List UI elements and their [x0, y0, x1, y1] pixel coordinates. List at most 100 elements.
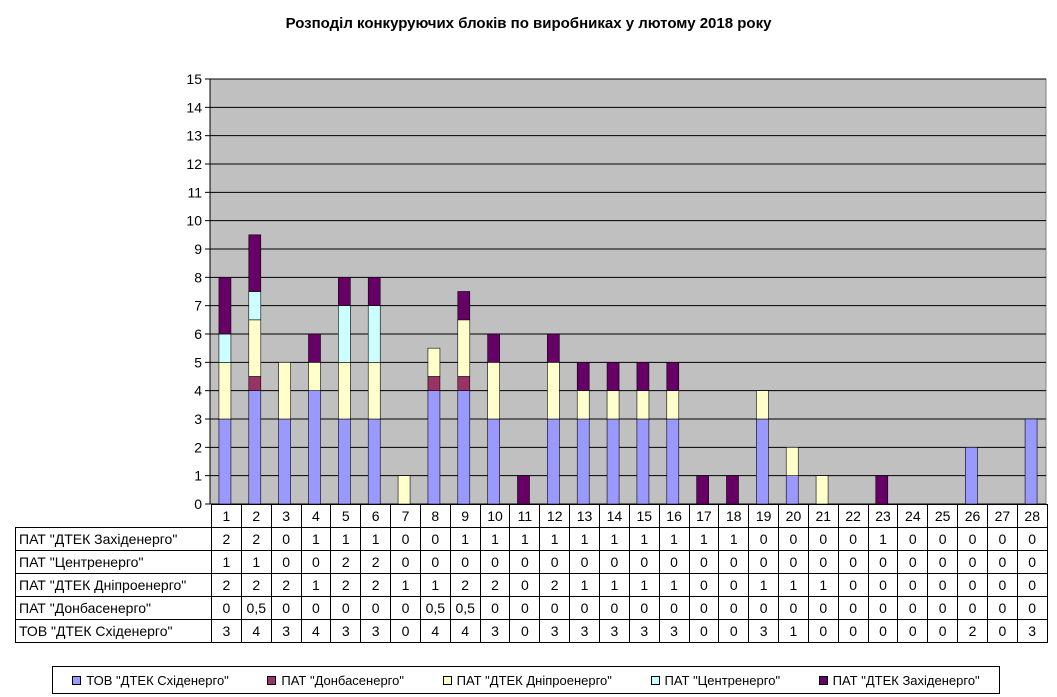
- x-tick-label: 14: [598, 504, 630, 528]
- x-tick-label: 22: [837, 504, 869, 528]
- data-label: 3: [1016, 619, 1048, 643]
- data-label: 1: [718, 527, 750, 551]
- bar-segment-1-19: [756, 418, 769, 505]
- bar-segment-4-1: [218, 333, 232, 363]
- bar-segment-3-8: [427, 347, 441, 377]
- bar-segment-3-21: [815, 475, 829, 505]
- data-label: 3: [211, 619, 242, 643]
- data-label: 2: [240, 573, 272, 597]
- data-label: 0: [748, 527, 780, 551]
- bar-segment-1-14: [606, 418, 620, 505]
- table-corner: [15, 504, 212, 528]
- bar-segment-2-2: [248, 376, 262, 391]
- data-label: 1: [360, 527, 392, 551]
- y-tick-label: 3: [194, 411, 202, 427]
- data-label: 0: [867, 596, 899, 620]
- data-label: 1: [479, 527, 511, 551]
- data-label: 0: [658, 550, 690, 574]
- table-row-label: ПАТ "Донбасенерго": [15, 596, 212, 620]
- y-tick-label: 15: [186, 71, 202, 87]
- data-label: 0: [897, 573, 929, 597]
- bar-segment-5-6: [367, 277, 381, 306]
- data-label: 3: [479, 619, 511, 643]
- bar-segment-1-13: [576, 418, 590, 505]
- data-label: 0: [718, 550, 750, 574]
- bar-segment-1-9: [457, 390, 471, 505]
- data-label: 2: [479, 573, 511, 597]
- table-row: ПАТ "ДТЕК Західенерго" 2 2 0 1 1 1 0 0 1 1 1 1 1 1 1 1 1 1…: [15, 527, 1048, 551]
- table-row-label-text: ПАТ "Центренерго": [19, 554, 144, 570]
- bar-segment-1-5: [338, 418, 351, 505]
- table-row-label: ПАТ "ДТЕК Дніпроенерго": [15, 573, 212, 597]
- legend-label: ПАТ "Донбасенерго": [281, 672, 404, 688]
- data-label: 2: [360, 573, 392, 597]
- data-label: 0: [688, 550, 720, 574]
- data-label: 1: [778, 573, 809, 597]
- data-label: 0: [1016, 550, 1048, 574]
- x-tick-label: 8: [419, 504, 451, 528]
- data-label: 1: [509, 527, 541, 551]
- data-label: 1: [539, 527, 571, 551]
- bar-segment-1-26: [965, 447, 978, 505]
- table-row-label-text: ТОВ "ДТЕК Східенерго": [19, 623, 173, 639]
- data-label: 0: [449, 550, 481, 574]
- bar-segment-1-8: [427, 390, 441, 505]
- data-label: 0: [986, 619, 1018, 643]
- data-label: 1: [658, 573, 690, 597]
- data-label: 0: [897, 619, 929, 643]
- bar-segment-5-12: [547, 333, 560, 363]
- bar-segment-1-3: [278, 418, 291, 505]
- data-label: 0: [658, 596, 690, 620]
- y-tick-label: 7: [194, 298, 202, 314]
- bar-segment-1-12: [547, 418, 560, 505]
- data-label: 2: [240, 527, 272, 551]
- data-label: 0: [628, 550, 660, 574]
- legend-item: ПАТ "Донбасенерго": [267, 673, 404, 688]
- data-label: 0: [778, 527, 809, 551]
- x-tick-label: 28: [1016, 504, 1048, 528]
- table-row-label: ПАТ "Центренерго": [15, 550, 212, 574]
- data-label: 0: [986, 527, 1018, 551]
- y-tick-label: 8: [194, 269, 202, 285]
- x-tick-label: 13: [569, 504, 600, 528]
- y-tick-label: 12: [186, 156, 202, 172]
- legend-swatch: [818, 675, 828, 685]
- data-label: 3: [360, 619, 392, 643]
- data-label: 0: [539, 550, 571, 574]
- bar-segment-3-5: [338, 362, 351, 420]
- data-label: 2: [330, 550, 362, 574]
- data-label: 0: [897, 596, 929, 620]
- data-label: 0: [390, 550, 421, 574]
- data-label: 1: [628, 527, 660, 551]
- data-label: 0: [867, 550, 899, 574]
- data-label: 0: [957, 596, 988, 620]
- data-label: 0: [539, 596, 571, 620]
- data-label: 3: [569, 619, 600, 643]
- data-label: 0: [897, 550, 929, 574]
- x-tick-label: 18: [718, 504, 750, 528]
- x-tick-label: 3: [270, 504, 302, 528]
- data-label: 0: [270, 596, 302, 620]
- x-tick-label: 2: [240, 504, 272, 528]
- x-tick-label: 15: [628, 504, 660, 528]
- data-label: 0: [1016, 527, 1048, 551]
- data-label: 0: [688, 573, 720, 597]
- bar-segment-3-16: [666, 390, 680, 420]
- data-label: 0: [986, 550, 1018, 574]
- data-label: 0: [718, 596, 750, 620]
- data-label: 0: [688, 619, 720, 643]
- data-label: 2: [330, 573, 362, 597]
- x-tick-label: 4: [300, 504, 332, 528]
- legend-item: ПАТ "Центренерго": [650, 673, 780, 688]
- legend-swatch: [267, 675, 277, 685]
- data-label: 1: [330, 527, 362, 551]
- data-label: 3: [598, 619, 630, 643]
- data-label: 2: [211, 573, 242, 597]
- data-label: 0: [479, 550, 511, 574]
- bar-segment-2-8: [427, 376, 441, 391]
- table-header-row: 1 2 3 4 5 6 7 8 9 10 11 12 13 14 15 16 17 18 19 20 21 22 23 24 2…: [15, 504, 1048, 528]
- bar-segment-1-1: [218, 418, 232, 505]
- x-tick-label: 20: [778, 504, 809, 528]
- data-label: 2: [211, 527, 242, 551]
- legend-item: ТОВ "ДТЕК Східенерго": [72, 673, 229, 688]
